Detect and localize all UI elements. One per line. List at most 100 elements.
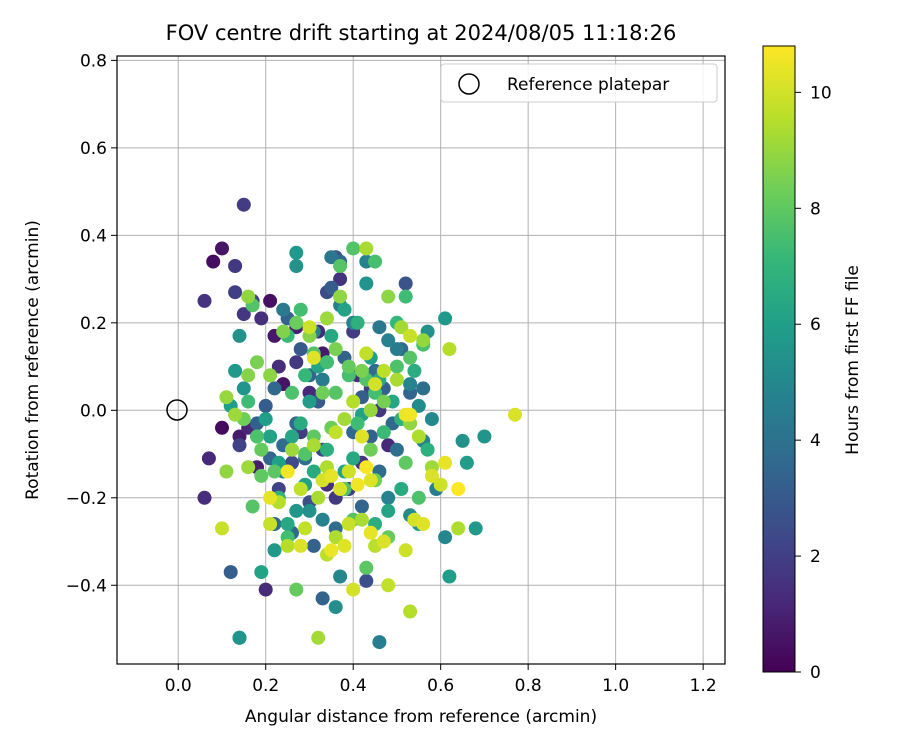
data-point [328,600,343,615]
data-point [254,442,269,457]
data-point [403,377,418,392]
data-point [324,280,339,295]
data-point [206,254,221,269]
y-tick-label: −0.2 [66,489,107,509]
data-point [254,565,269,580]
colorbar-tick-label: 0 [810,663,821,683]
data-point [306,464,321,479]
colorbar-gradient [762,45,796,673]
data-point [328,385,343,400]
data-point [201,451,216,466]
data-point [442,569,457,584]
data-point [451,521,466,536]
data-point [389,342,404,357]
data-point [376,394,391,409]
data-point [254,311,269,326]
data-point [245,499,260,514]
data-point [293,482,308,496]
data-point [254,468,269,483]
data-point [389,442,404,457]
data-point [241,289,256,304]
data-point [381,490,396,505]
data-point [228,363,243,378]
x-axis-label: Angular distance from reference (arcmin) [245,707,597,727]
x-tick-label: 0.6 [427,676,454,696]
data-point [267,381,282,396]
data-point [302,394,317,409]
x-tick-label: 1.0 [602,676,629,696]
legend-entry-label: Reference platepar [507,75,669,95]
data-point [346,582,361,597]
data-point [320,442,334,457]
data-point [328,425,343,440]
data-point [354,363,369,378]
data-point [289,355,304,370]
data-point [341,464,356,479]
data-point [398,289,413,304]
colorbar-ticks: 0 2 4 6 8 10 [795,83,832,683]
data-point [315,512,330,527]
data-point [328,342,343,357]
data-point [263,368,278,383]
data-point [438,530,453,545]
data-point [350,315,365,330]
x-tick-label: 0.2 [252,676,279,696]
data-point [215,241,229,256]
grid-lines [117,56,725,664]
data-point [451,482,466,496]
colorbar-tick-label: 8 [810,199,821,219]
data-point [394,320,409,335]
data-point [333,482,348,496]
data-point [250,429,264,444]
data-point [381,333,396,348]
data-point [280,517,295,531]
data-point [389,372,404,387]
data-point [337,302,352,317]
data-point [416,333,431,348]
data-point [508,407,522,422]
data-point [219,464,234,479]
data-point [346,451,361,466]
data-point [241,394,256,409]
data-point [363,525,378,540]
y-tick-label: 0.8 [80,51,107,71]
data-point [376,363,391,378]
data-point [354,429,369,444]
data-point [359,241,374,256]
data-point [398,276,413,291]
data-point [403,328,418,343]
data-point [350,416,365,431]
data-point [293,302,308,317]
data-point [333,272,348,287]
data-point [289,259,304,273]
data-point [359,460,374,475]
colorbar-tick-label: 4 [810,431,821,451]
data-point [438,311,453,326]
data-point [236,381,251,396]
data-point [197,490,212,505]
data-point [438,455,453,470]
data-point [368,377,383,392]
legend-open-circle-icon [458,73,480,95]
data-point [363,442,378,457]
data-point [236,307,251,322]
data-point [333,289,348,304]
data-point [289,582,304,597]
data-point [285,385,299,400]
data-point [363,403,378,418]
data-point [354,499,369,514]
colorbar-tick-label: 10 [810,83,832,103]
data-point [302,320,317,335]
data-point [298,368,313,383]
data-point [276,302,291,317]
data-point [311,630,326,645]
data-point [424,468,439,483]
data-point [306,350,321,365]
data-point [403,407,418,422]
x-tick-label: 0.8 [515,676,542,696]
data-point [337,412,352,427]
data-point [289,503,304,518]
data-point [416,517,431,531]
y-tick-label: 0.0 [80,401,107,421]
